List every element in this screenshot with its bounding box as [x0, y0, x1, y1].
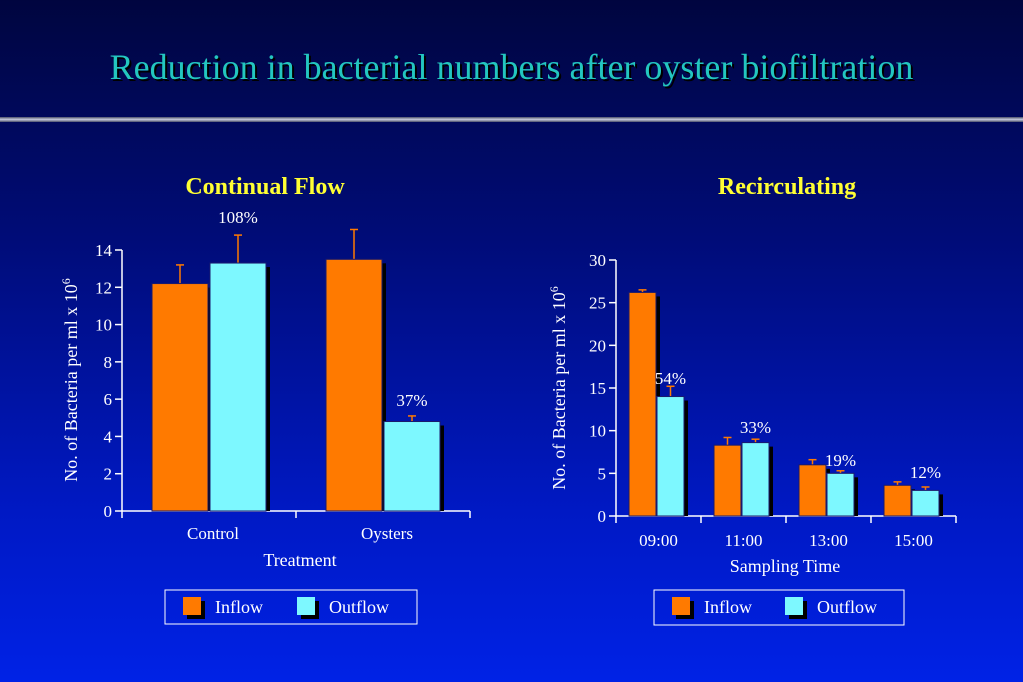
y-tick-label: 10: [95, 316, 112, 335]
legend-swatch-outflow: [785, 597, 803, 615]
x-tick-label: 09:00: [639, 531, 678, 550]
bar-inflow-11:00: [713, 444, 742, 517]
y-tick-label: 0: [104, 502, 113, 521]
x-axis-label: Sampling Time: [730, 556, 841, 576]
bar-outflow-09:00: [656, 396, 685, 517]
y-tick-label: 12: [95, 278, 112, 297]
bar-inflow-Control: [151, 283, 209, 512]
legend-box: [653, 589, 905, 626]
x-tick-label: Control: [187, 524, 239, 543]
chart-recirculating: Recirculating No. of Bacteria per ml x 1…: [547, 174, 957, 626]
legend: Inflow Outflow: [653, 589, 905, 626]
x-axis-label: Treatment: [263, 550, 336, 570]
bar-inflow-13:00: [798, 464, 827, 517]
y-tick-label: 0: [598, 507, 607, 526]
annotation-label: 54%: [655, 369, 686, 388]
annotation-label: 37%: [396, 391, 427, 410]
y-tick-label: 5: [598, 464, 607, 483]
bar-inflow-15:00: [883, 484, 912, 517]
annotation-label: 108%: [218, 208, 258, 227]
page-title: Reduction in bacterial numbers after oys…: [109, 47, 914, 87]
x-tick-label: 13:00: [809, 531, 848, 550]
bar-outflow-11:00: [741, 442, 770, 517]
y-tick-label: 30: [589, 251, 606, 270]
y-tick-label: 20: [589, 336, 606, 355]
y-tick-label: 10: [589, 422, 606, 441]
legend-box: [164, 589, 418, 625]
legend-label-outflow: Outflow: [817, 597, 877, 617]
bar-outflow-Oysters: [383, 421, 441, 512]
chart-title: Continual Flow: [185, 174, 345, 200]
legend-label-outflow: Outflow: [329, 597, 389, 617]
title-divider: [0, 117, 1023, 122]
bar-inflow-09:00: [628, 291, 657, 517]
legend: Inflow Outflow: [164, 589, 418, 625]
bar-inflow-Oysters: [325, 258, 383, 512]
legend-label-inflow: Inflow: [215, 597, 263, 617]
y-axis-label: No. of Bacteria per ml x 106: [59, 278, 81, 481]
x-tick-label: 15:00: [894, 531, 933, 550]
y-tick-label: 6: [104, 390, 113, 409]
y-tick-label: 14: [95, 241, 113, 260]
legend-label-inflow: Inflow: [704, 597, 752, 617]
x-tick-label: 11:00: [724, 531, 762, 550]
legend-swatch-inflow: [672, 597, 690, 615]
annotation-label: 19%: [825, 451, 856, 470]
y-axis-label: No. of Bacteria per ml x 106: [547, 286, 569, 489]
chart-continual-flow: Continual Flow No. of Bacteria per ml x …: [59, 174, 471, 625]
chart-title: Recirculating: [718, 174, 856, 200]
bar-outflow-13:00: [826, 472, 855, 517]
bar-outflow-15:00: [911, 489, 940, 517]
y-tick-label: 2: [104, 465, 113, 484]
y-tick-label: 4: [104, 427, 113, 446]
y-tick-label: 8: [104, 353, 113, 372]
y-tick-label: 15: [589, 379, 606, 398]
y-tick-label: 25: [589, 294, 606, 313]
legend-swatch-inflow: [183, 597, 201, 615]
legend-swatch-outflow: [297, 597, 315, 615]
x-tick-label: Oysters: [361, 524, 413, 543]
bar-outflow-Control: [209, 262, 267, 512]
annotation-label: 12%: [910, 463, 941, 482]
annotation-label: 33%: [740, 418, 771, 437]
